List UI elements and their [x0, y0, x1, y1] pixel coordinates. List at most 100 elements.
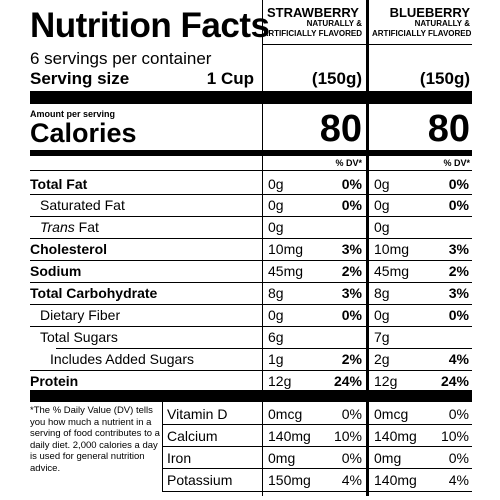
blueberry-dv: 0% — [448, 406, 469, 422]
blueberry-dv: 0% — [448, 450, 469, 466]
strawberry-dv: 3% — [341, 241, 362, 257]
row-rule — [162, 424, 472, 425]
strawberry-dv: 4% — [341, 472, 362, 488]
nutrient-label: Cholesterol — [30, 241, 108, 257]
nutrient-label: Trans Fat — [40, 220, 99, 234]
nutrient-label: Protein — [30, 373, 79, 389]
row-rule — [30, 326, 472, 327]
strawberry-value: 8g — [268, 285, 284, 301]
nutrient-label: Total Sugars — [40, 329, 118, 345]
strawberry-dv: 0% — [341, 450, 362, 466]
strawberry-dv: 24% — [333, 373, 362, 389]
strawberry-dv: 2% — [341, 263, 362, 279]
blueberry-dv: 3% — [448, 285, 469, 301]
column-separator-middle — [366, 0, 369, 496]
product-name-blueberry: BLUEBERRY — [389, 5, 470, 20]
dv-rule — [30, 170, 472, 171]
strawberry-value: 0g — [268, 176, 284, 192]
medium-divider — [30, 150, 472, 156]
vitamin-label: Calcium — [167, 428, 218, 444]
trans-italic: Trans — [40, 219, 75, 235]
blueberry-dv: 0% — [448, 197, 469, 213]
nutrient-label: Saturated Fat — [40, 197, 125, 213]
strawberry-value: 0mg — [268, 450, 296, 466]
label-title: Nutrition Facts — [30, 6, 270, 45]
strawberry-dv: 3% — [341, 285, 362, 301]
flavor-line1-blueberry: NATURALLY & — [414, 19, 470, 28]
strawberry-dv: 0% — [341, 176, 362, 192]
blueberry-dv: 24% — [440, 373, 469, 389]
amount-per-serving: Amount per serving — [30, 109, 116, 119]
vitamin-label: Potassium — [167, 472, 233, 488]
flavor-line1-strawberry: NATURALLY & — [306, 19, 362, 28]
blueberry-value: 140mg — [374, 472, 417, 488]
blueberry-value: 7g — [374, 329, 390, 345]
column-separator-left — [262, 0, 263, 496]
strawberry-dv: 10% — [333, 428, 362, 444]
row-rule — [30, 304, 472, 305]
thick-divider-bottom — [30, 390, 472, 402]
nutrient-label: Total Fat — [30, 176, 88, 192]
dv-header-strawberry: % DV* — [335, 158, 362, 168]
blueberry-dv: 4% — [448, 351, 469, 367]
footnote: *The % Daily Value (DV) tells you how mu… — [30, 405, 160, 474]
strawberry-value: 0g — [268, 219, 284, 235]
strawberry-value: 6g — [268, 329, 284, 345]
strawberry-value: 1g — [268, 351, 284, 367]
calories-strawberry: 80 — [319, 108, 362, 150]
thick-divider-top — [30, 91, 472, 104]
nutrient-label: Includes Added Sugars — [50, 351, 194, 367]
vitamin-label: Vitamin D — [167, 406, 228, 422]
vitamin-box-left-edge — [162, 402, 163, 492]
strawberry-value: 0mcg — [268, 406, 303, 422]
strawberry-dv: 0% — [341, 197, 362, 213]
product-name-strawberry: STRAWBERRY — [267, 5, 359, 20]
trans-rest: Fat — [74, 219, 99, 235]
blueberry-dv: 10% — [440, 428, 469, 444]
calories-label: Calories — [30, 118, 137, 148]
strawberry-value: 140mg — [268, 428, 311, 444]
nutrient-label: Sodium — [30, 263, 82, 279]
blueberry-value: 0mg — [374, 450, 402, 466]
vitamin-label: Iron — [167, 450, 192, 466]
strawberry-value: 0g — [268, 197, 284, 213]
strawberry-dv: 0% — [341, 307, 362, 323]
blueberry-value: 12g — [374, 373, 398, 389]
blueberry-dv: 0% — [448, 307, 469, 323]
blueberry-dv: 4% — [448, 472, 469, 488]
strawberry-value: 0g — [268, 307, 284, 323]
row-rule — [56, 348, 472, 349]
row-rule — [162, 468, 472, 469]
bottom-rule — [162, 491, 472, 492]
blueberry-value: 0g — [374, 197, 390, 213]
serving-grams-blueberry: (150g) — [419, 69, 470, 88]
strawberry-dv: 0% — [341, 406, 362, 422]
strawberry-value: 150mg — [268, 472, 311, 488]
blueberry-value: 8g — [374, 285, 390, 301]
blueberry-value: 0g — [374, 307, 390, 323]
strawberry-value: 45mg — [268, 263, 304, 279]
serving-size-value: 1 Cup — [206, 69, 254, 88]
row-rule — [162, 446, 472, 447]
serving-grams-strawberry: (150g) — [311, 69, 362, 88]
blueberry-dv: 2% — [448, 263, 469, 279]
strawberry-value: 12g — [268, 373, 292, 389]
row-rule — [30, 370, 472, 371]
blueberry-value: 45mg — [374, 263, 410, 279]
flavor-line2-blueberry: ARTIFICIALLY FLAVORED — [372, 29, 472, 38]
blueberry-value: 0g — [374, 176, 390, 192]
row-rule — [30, 216, 472, 217]
servings-per-container: 6 servings per container — [30, 49, 212, 68]
nutrient-label: Total Carbohydrate — [30, 285, 158, 301]
blueberry-value: 2g — [374, 351, 390, 367]
row-rule — [30, 238, 472, 239]
blueberry-dv: 3% — [448, 241, 469, 257]
serving-size-label: Serving size — [30, 69, 130, 88]
dv-header-blueberry: % DV* — [443, 158, 470, 168]
row-rule — [30, 260, 472, 261]
nutrient-label: Dietary Fiber — [40, 307, 121, 323]
row-rule — [30, 282, 472, 283]
strawberry-value: 10mg — [268, 241, 304, 257]
blueberry-value: 0g — [374, 219, 390, 235]
flavor-line2-strawberry: ARTIFICIALLY FLAVORED — [262, 29, 362, 38]
